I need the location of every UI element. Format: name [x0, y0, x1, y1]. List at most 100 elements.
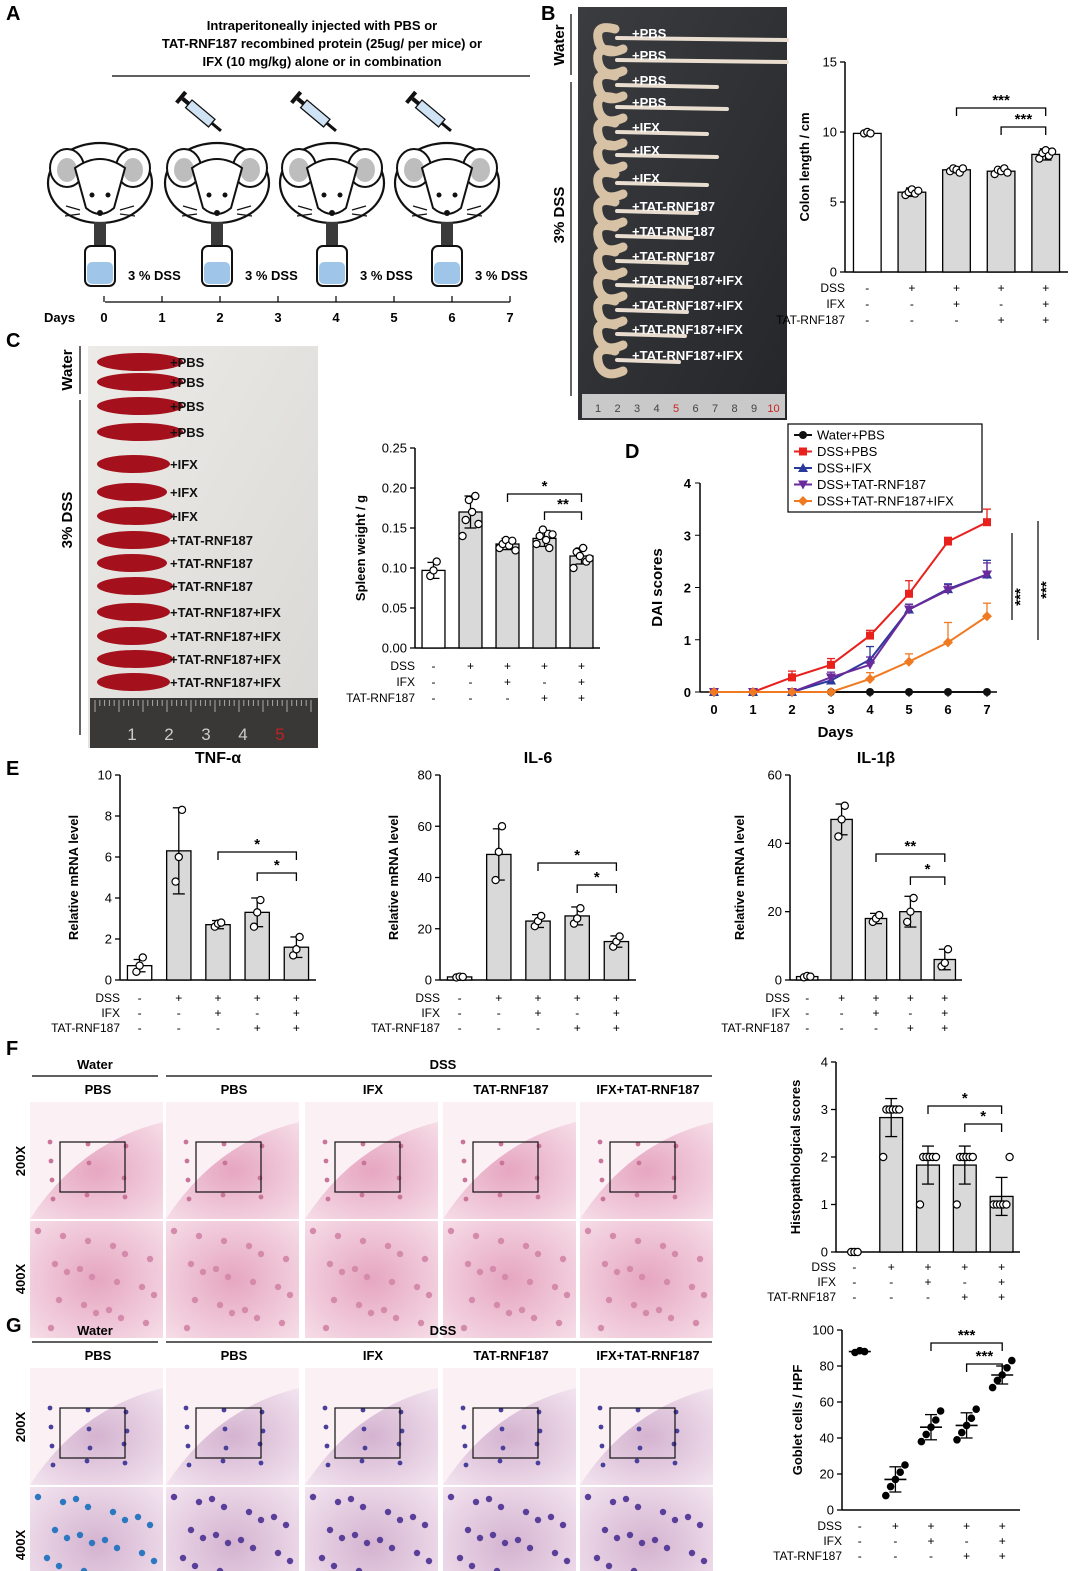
tissue-cell [63, 1534, 71, 1542]
tissue-cell [417, 1319, 425, 1327]
treatment-row-label: IFX [396, 675, 415, 689]
tissue-cell [460, 1405, 466, 1411]
treatment-symbol: + [998, 313, 1005, 327]
data-point [917, 1437, 926, 1446]
column-label: IFX [363, 1082, 384, 1097]
tissue-cell [187, 1526, 195, 1534]
tissue-cell [630, 1301, 638, 1309]
y-tick-label: 2 [821, 1150, 828, 1165]
data-point [548, 530, 557, 539]
tissue-cell [322, 1139, 328, 1145]
colon-tissue [615, 105, 729, 111]
treatment-symbol: - [805, 1021, 809, 1035]
tissue-cell [472, 1498, 480, 1506]
treatment-symbol: + [838, 991, 845, 1005]
data-point [882, 1491, 890, 1500]
tissue-cell [671, 1250, 679, 1258]
marker-triangle [798, 463, 808, 472]
spleen-tissue [97, 373, 183, 391]
treatment-symbol: - [999, 297, 1003, 311]
x-tick-label: 2 [788, 702, 795, 717]
data-point [575, 551, 585, 561]
y-tick-label: 8 [105, 809, 112, 824]
colon-tissue [615, 153, 719, 159]
spleen-tissue [97, 650, 173, 668]
marker-diamond [982, 611, 992, 622]
spleen-ruler-label: 4 [238, 725, 247, 744]
column-label: PBS [221, 1082, 248, 1097]
tissue-cell [622, 1495, 630, 1503]
tissue-cell [688, 1549, 696, 1557]
tissue-cell [222, 1160, 228, 1166]
tissue-cell [325, 1462, 331, 1468]
bar [1031, 153, 1061, 273]
mouse-eye-right [105, 192, 111, 198]
treatment-row-label: IFX [771, 1006, 790, 1020]
tissue-cell [536, 1143, 542, 1149]
tissue-cell [318, 1554, 326, 1562]
y-tick-label: 0 [105, 973, 112, 988]
treatment-symbol: + [613, 1006, 620, 1020]
mouse-ear-inner-left [174, 158, 194, 182]
marker-square [788, 673, 796, 682]
significance-label: *** [1015, 111, 1033, 128]
data-point [953, 1436, 961, 1444]
group-dss-label: DSS [430, 1323, 457, 1338]
bar [942, 169, 971, 273]
spleen-tissue [97, 423, 183, 441]
tissue-cell [223, 1445, 229, 1451]
tissue-cell [359, 1237, 367, 1245]
x-tick-label: 6 [944, 702, 951, 717]
tissue-region [30, 1122, 163, 1219]
data-point [1003, 1364, 1011, 1372]
tissue-cell [249, 1278, 257, 1286]
tissue-region [166, 1122, 299, 1219]
data-point [576, 904, 585, 913]
tissue-region [30, 1388, 163, 1485]
tissue-cell [526, 1278, 534, 1286]
significance-bracket [965, 1363, 1003, 1372]
spleen-label: +TAT-RNF187+IFX [170, 652, 281, 667]
treatment-row-label: IFX [826, 297, 845, 311]
bottle-nozzle [211, 222, 223, 247]
treatment-symbol: - [955, 313, 959, 327]
treatment-row-label: IFX [823, 1534, 842, 1548]
tissue-cell [122, 1194, 128, 1200]
treatment-symbol: - [852, 1275, 856, 1289]
spleen-ruler-ticks: 1 2 3 4 5 [94, 700, 312, 744]
tissue-cell [696, 1521, 704, 1529]
panel-f-letter: F [6, 1038, 18, 1060]
tissue-cell [146, 1521, 154, 1529]
bar [165, 850, 192, 981]
significance-bracket [217, 851, 298, 860]
bottle-nozzle [326, 222, 338, 247]
tissue-cell [597, 1324, 605, 1332]
mouse-head [420, 158, 474, 215]
spleen-label: +TAT-RNF187 [170, 556, 253, 571]
tissue-cell [601, 1260, 609, 1268]
colon-label: +PBS [632, 26, 667, 41]
y-tick-label: 2 [105, 932, 112, 947]
treatment-symbol: + [1042, 313, 1049, 327]
tissue-region [443, 1122, 576, 1219]
marker-triangle-down [982, 570, 992, 580]
treatment-symbol: + [467, 659, 474, 673]
y-tick-label: 0.05 [382, 601, 407, 616]
tissue-cell [85, 1141, 91, 1147]
tissue-cell [257, 1441, 263, 1447]
mouse-eye-left [436, 192, 442, 198]
tissue-cell [221, 1141, 227, 1147]
significance-bracket [506, 493, 583, 502]
colon-cecum [593, 345, 628, 379]
tissue-cell [636, 1160, 642, 1166]
significance-bracket [927, 1105, 1003, 1114]
treatment-row-label: DSS [817, 1519, 842, 1533]
tissue-cell [259, 1409, 265, 1415]
spleen-tissue [97, 353, 183, 371]
marker-circle [905, 688, 913, 696]
tissue-cell [696, 1255, 704, 1263]
tissue-cell [663, 1544, 671, 1552]
mouse-ear-inner-left [404, 158, 424, 182]
